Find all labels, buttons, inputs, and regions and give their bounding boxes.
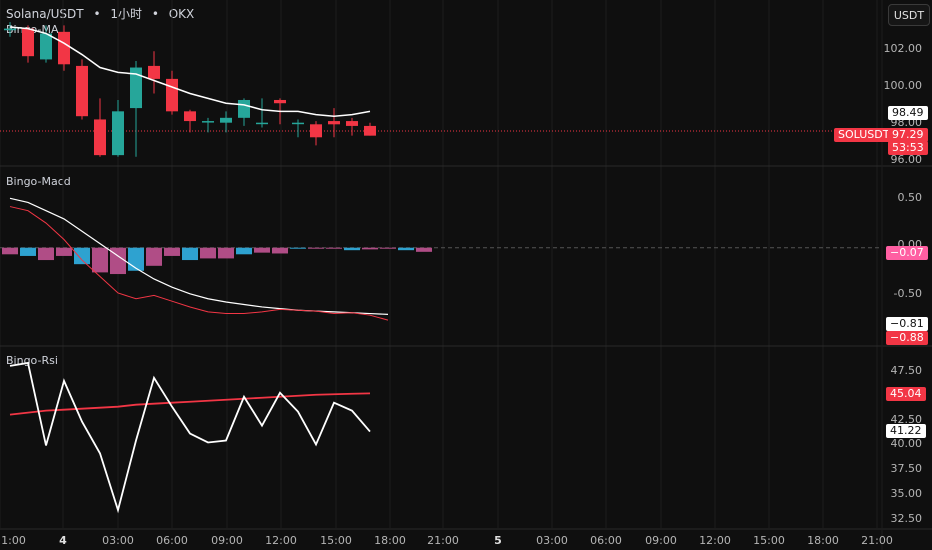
- histogram-value-badge: −0.07: [886, 246, 928, 260]
- price-axis-tick: 96.00: [890, 153, 923, 166]
- macd-histogram-bar: [290, 247, 306, 249]
- macd-histogram-bar: [326, 247, 342, 249]
- macd-histogram-bar: [74, 247, 90, 265]
- rsi-value-badge: 41.22: [886, 424, 926, 438]
- price-axis-tick: 100.00: [883, 79, 923, 92]
- macd-histogram-bar: [164, 247, 180, 256]
- header-separator: •: [93, 7, 101, 21]
- macd-histogram-bar: [56, 247, 72, 256]
- macd-histogram-bar: [236, 247, 252, 255]
- candle-body: [256, 122, 268, 125]
- macd-histogram-bar: [92, 247, 108, 273]
- rsi-axis-tick: 32.50: [890, 512, 923, 525]
- macd-indicator-label[interactable]: Bingo-Macd: [6, 175, 71, 188]
- macd-histogram-bar: [398, 247, 414, 251]
- rsi-ma-line: [9, 392, 371, 416]
- candle-body: [148, 65, 160, 79]
- bar-countdown: 53:53: [888, 141, 928, 155]
- candle-body: [328, 121, 340, 125]
- macd-histogram-bar: [38, 247, 54, 261]
- time-axis-tick: 5: [494, 534, 502, 547]
- macd-histogram-bar: [2, 247, 18, 255]
- candle-body: [76, 65, 88, 117]
- macd-axis-tick: 0.50: [897, 191, 923, 204]
- ma-value-badge: 98.49: [888, 106, 928, 120]
- time-axis-tick: 21:00: [427, 534, 459, 547]
- ma-line: [9, 26, 371, 117]
- macd-value-badge: −0.81: [886, 317, 928, 331]
- rsi-axis-tick: 42.50: [890, 413, 923, 426]
- candle-body: [94, 119, 106, 156]
- macd-histogram-bar: [344, 247, 360, 251]
- rsi-axis-tick: 37.50: [890, 462, 923, 475]
- candle-body: [274, 99, 286, 104]
- symbol-tag: SOLUSDT: [834, 128, 894, 142]
- time-axis-tick: 09:00: [645, 534, 677, 547]
- macd-histogram-bar: [182, 247, 198, 261]
- rsi-axis-tick: 35.00: [890, 487, 923, 500]
- time-axis-tick: 06:00: [156, 534, 188, 547]
- candle-body: [238, 99, 250, 118]
- currency-button[interactable]: USDT: [888, 4, 930, 26]
- rsi-line: [9, 361, 371, 514]
- candle-body: [364, 125, 376, 136]
- macd-histogram-bar: [362, 247, 378, 250]
- last-price-badge: 97.29: [888, 128, 928, 142]
- time-axis-tick: 18:00: [374, 534, 406, 547]
- signal-line: [9, 206, 389, 321]
- time-axis-tick: 12:00: [265, 534, 297, 547]
- symbol-name[interactable]: Solana/USDT: [6, 7, 84, 21]
- candle-body: [4, 28, 16, 31]
- macd-histogram-bar: [254, 247, 270, 253]
- macd-histogram-bar: [272, 247, 288, 254]
- macd-histogram-bar: [416, 247, 432, 252]
- candle-body: [22, 28, 34, 57]
- time-axis-tick: 21:00: [861, 534, 893, 547]
- macd-histogram-bar: [146, 247, 162, 266]
- macd-histogram-bar: [110, 247, 126, 275]
- time-axis-tick: 12:00: [699, 534, 731, 547]
- macd-histogram-bar: [308, 247, 324, 249]
- macd-histogram-bar: [218, 247, 234, 259]
- candle-body: [220, 117, 232, 123]
- macd-axis-tick: -0.50: [893, 287, 922, 300]
- price-axis-tick: 102.00: [883, 42, 923, 55]
- candle-body: [58, 31, 70, 65]
- candle-body: [184, 111, 196, 122]
- exchange-label[interactable]: OKX: [168, 7, 195, 21]
- header-separator: •: [151, 7, 159, 21]
- candle-body: [346, 121, 358, 126]
- rsi-axis-tick: 40.00: [890, 437, 923, 450]
- candle-body: [310, 124, 322, 138]
- candle-body: [130, 67, 142, 109]
- candle-body: [112, 111, 124, 156]
- time-axis-tick: 4: [59, 534, 67, 547]
- time-axis-tick: 03:00: [536, 534, 568, 547]
- time-axis-tick: 09:00: [211, 534, 243, 547]
- candle-body: [166, 78, 178, 112]
- macd-histogram-bar: [128, 247, 144, 271]
- macd-histogram-bar: [380, 247, 396, 249]
- time-axis-tick: 15:00: [753, 534, 785, 547]
- time-axis-tick: 06:00: [590, 534, 622, 547]
- macd-histogram-bar: [200, 247, 216, 259]
- candle-body: [202, 121, 214, 123]
- candle-body: [292, 122, 304, 125]
- macd-histogram-bar: [20, 247, 36, 256]
- rsi-pane: [9, 361, 371, 514]
- time-axis-tick: 21:00: [0, 534, 26, 547]
- macd-line: [9, 197, 389, 315]
- macd-pane: [0, 197, 882, 321]
- time-axis-tick: 18:00: [807, 534, 839, 547]
- signal-value-badge: −0.88: [886, 331, 928, 345]
- time-axis-tick: 03:00: [102, 534, 134, 547]
- price-pane: [0, 22, 882, 157]
- candle-body: [40, 33, 52, 60]
- rsi-ma-value-badge: 45.04: [886, 387, 926, 401]
- rsi-axis-tick: 47.50: [890, 364, 923, 377]
- time-axis-tick: 15:00: [320, 534, 352, 547]
